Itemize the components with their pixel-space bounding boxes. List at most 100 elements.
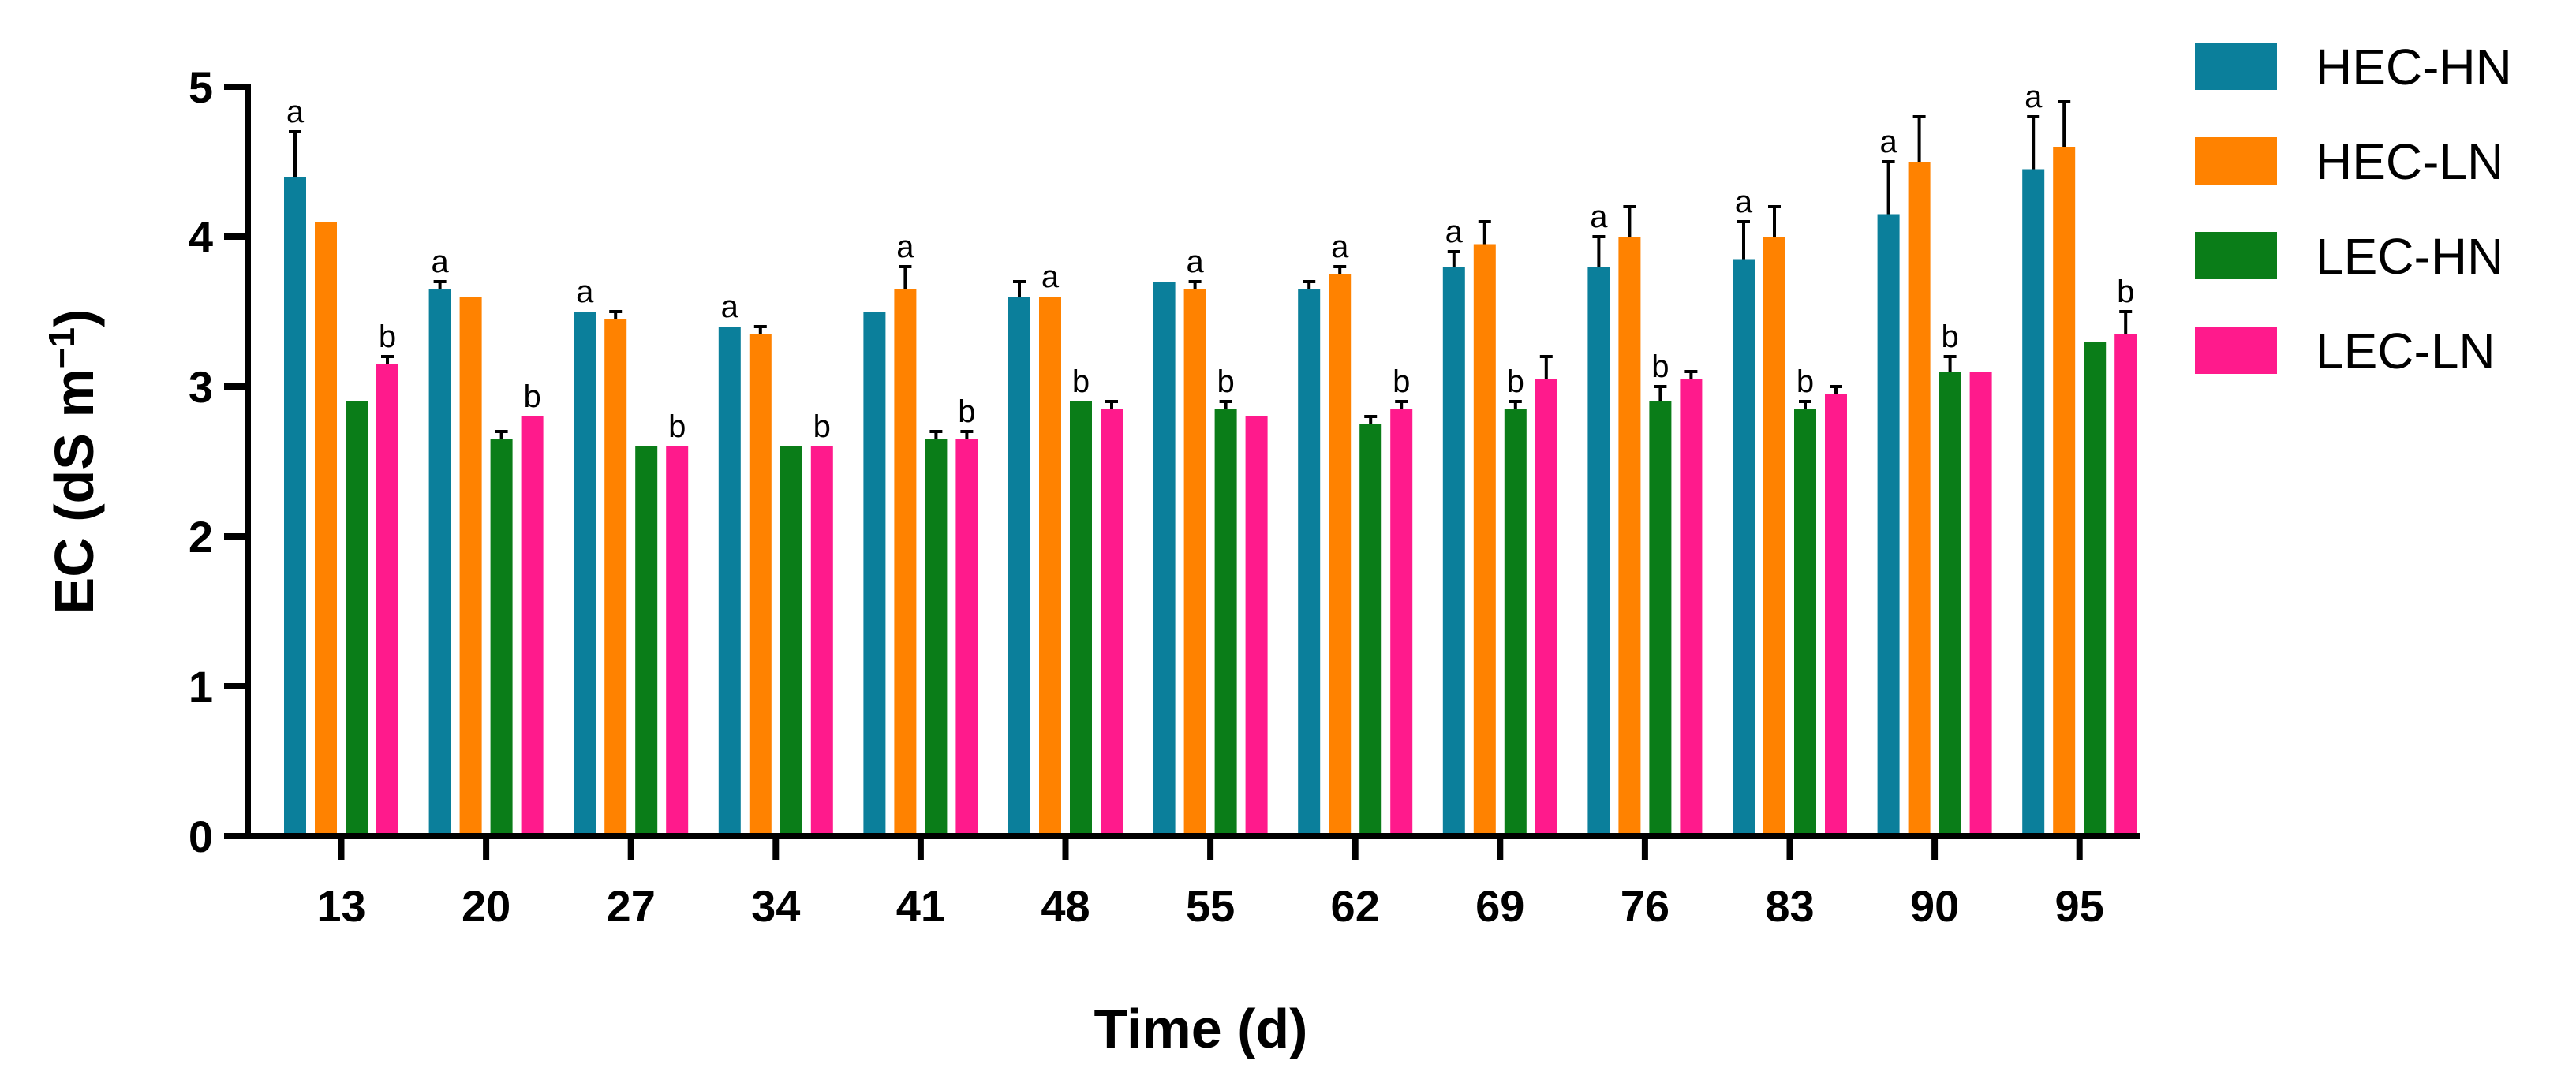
x-tick-label: 20 [462,881,510,931]
significance-label: b [1941,319,1958,354]
significance-label: b [813,409,831,444]
bar-hec-hn-41 [863,312,886,836]
legend-swatch-lec-hn [2195,232,2277,279]
y-tick-label: 3 [189,362,213,412]
x-tick-label: 76 [1621,881,1669,931]
bar-hec-ln-13 [315,222,337,836]
bar-lec-hn-41 [925,439,948,836]
bar-lec-ln-48 [1101,409,1123,836]
legend: HEC-HN HEC-LN LEC-HN LEC-LN [2195,39,2512,379]
significance-label: b [668,409,686,444]
significance-label: a [1590,200,1608,234]
x-tick-label: 48 [1041,881,1090,931]
legend-swatch-hec-ln [2195,137,2277,185]
bar-lec-hn-83 [1794,409,1816,836]
bar-hec-ln-76 [1618,237,1641,836]
x-axis-title: Time (d) [1094,998,1308,1059]
significance-label: a [721,289,739,324]
significance-label: b [1651,349,1669,384]
bar-hec-hn-20 [428,289,451,836]
bar-lec-hn-27 [635,446,658,836]
x-tick-label: 55 [1186,881,1235,931]
y-axis: 0 1 2 3 4 5 [189,62,251,861]
bar-lec-ln-95 [2114,334,2137,836]
bar-hec-ln-55 [1183,289,1206,836]
significance-label: b [1072,364,1090,399]
bar-lec-ln-41 [955,439,978,836]
bar-lec-hn-62 [1359,424,1382,836]
bar-lec-hn-76 [1649,401,1672,836]
x-tick-label: 90 [1910,881,1959,931]
bar-lec-hn-69 [1504,409,1527,836]
bar-lec-hn-13 [346,401,368,836]
bar-lec-hn-34 [780,446,802,836]
bar-lec-ln-34 [810,446,833,836]
bar-lec-ln-83 [1825,394,1847,836]
x-tick-label: 83 [1765,881,1814,931]
bar-hec-hn-55 [1153,282,1176,836]
y-tick-label: 4 [189,212,213,262]
bar-hec-ln-83 [1763,237,1785,836]
bar-lec-ln-90 [1969,372,1992,836]
x-tick-label: 41 [896,881,945,931]
bar-hec-hn-34 [718,327,741,836]
plot-area: a b a b a b a b a b a b a b a b a b a b a b a b a b [284,80,2137,836]
bar-hec-ln-95 [2053,147,2076,836]
significance-label: a [2025,80,2043,114]
bar-hec-ln-20 [459,297,482,836]
legend-label: LEC-LN [2316,323,2496,379]
x-tick-label: 13 [316,881,365,931]
significance-label: b [1393,364,1410,399]
bar-lec-hn-90 [1939,372,1961,836]
legend-label: HEC-HN [2316,39,2512,95]
significance-label: a [1186,245,1204,279]
y-axis-title: EC (dS m−1) [41,309,105,614]
bar-hec-ln-34 [749,334,772,836]
bar-lec-ln-76 [1680,379,1703,836]
y-tick-label: 1 [189,662,213,711]
x-tick-label: 95 [2055,881,2104,931]
significance-label: b [958,394,975,429]
significance-label: b [2117,274,2134,309]
bar-lec-hn-48 [1070,401,1092,836]
bar-hec-hn-27 [574,312,596,836]
significance-label: a [1879,125,1897,159]
bar-hec-ln-90 [1908,162,1931,836]
x-tick-label: 62 [1331,881,1380,931]
significance-label: b [1507,364,1524,399]
bar-lec-ln-13 [376,364,398,836]
bar-hec-ln-69 [1473,244,1496,836]
significance-label: a [431,245,449,279]
significance-label: a [1041,260,1060,294]
x-tick-label: 69 [1475,881,1524,931]
bar-hec-hn-62 [1298,289,1321,836]
bar-lec-ln-55 [1245,416,1268,836]
y-tick-label: 2 [189,512,213,562]
x-tick-label: 34 [751,881,800,931]
bar-lec-hn-55 [1214,409,1237,836]
bar-hec-hn-69 [1442,267,1465,836]
significance-label: b [523,379,540,414]
significance-label: a [1331,230,1349,264]
significance-label: a [1735,185,1753,219]
legend-swatch-lec-ln [2195,327,2277,374]
bar-lec-ln-62 [1390,409,1413,836]
significance-label: b [1217,364,1234,399]
legend-label: LEC-HN [2316,228,2503,285]
bar-lec-ln-69 [1535,379,1557,836]
significance-label: b [379,319,396,354]
bar-lec-ln-27 [666,446,689,836]
significance-label: a [576,274,594,309]
bar-hec-hn-48 [1008,297,1030,836]
bar-hec-ln-27 [604,319,627,836]
legend-label: HEC-LN [2316,133,2503,190]
x-tick-label: 27 [607,881,656,931]
bar-hec-hn-95 [2022,169,2045,836]
bar-hec-hn-90 [1877,214,1900,836]
legend-swatch-hec-hn [2195,43,2277,90]
significance-label: a [1445,215,1464,249]
bar-lec-ln-20 [521,416,544,836]
bar-hec-hn-13 [284,177,306,836]
y-tick-label: 0 [189,812,213,861]
